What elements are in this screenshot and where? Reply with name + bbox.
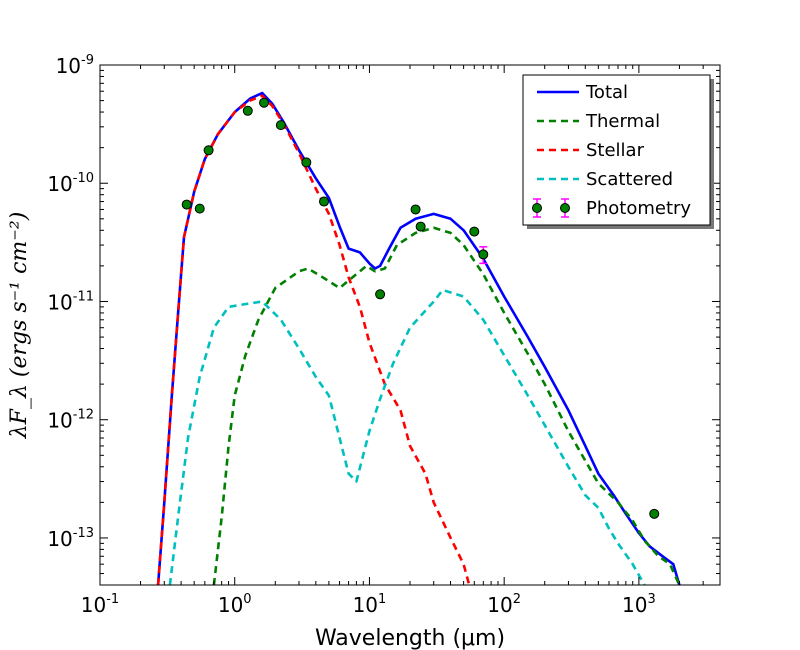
legend-label-stellar: Stellar — [586, 140, 645, 161]
photometry-point — [410, 204, 421, 215]
series-line-thermal — [212, 226, 681, 585]
x-tick-label: 100 — [218, 592, 252, 617]
legend-marker — [532, 203, 542, 213]
plot-area — [156, 91, 681, 585]
legend-label-scattered: Scattered — [586, 169, 673, 190]
photometry-point — [478, 249, 489, 260]
legend-label-photometry: Photometry — [586, 198, 691, 219]
y-tick-label: 10-12 — [47, 408, 94, 433]
legend: Total Thermal Stellar Scattered Photometry — [522, 74, 714, 229]
photometry-point — [469, 226, 480, 237]
x-tick-label: 103 — [622, 592, 656, 617]
photometry-point — [259, 97, 270, 108]
photometry-point — [181, 199, 192, 210]
photometry-point — [301, 157, 312, 168]
series-line-stellar — [156, 94, 471, 585]
photometry-point — [649, 508, 660, 519]
legend-marker — [560, 203, 570, 213]
x-tick-label: 10-1 — [81, 592, 119, 617]
legend-label-total: Total — [585, 82, 628, 103]
photometry-point — [242, 105, 253, 116]
axes: 10-1 100 101 102 103 10-13 10-12 10-11 10-10 10-9 — [47, 53, 721, 617]
x-tick-label: 101 — [353, 592, 387, 617]
y-axis-label: λF_λ (ergs s⁻¹ cm⁻²) — [7, 212, 32, 440]
photometry-point — [375, 289, 386, 300]
x-axis-label: Wavelength (μm) — [315, 626, 505, 650]
series-line-scattered — [168, 288, 646, 585]
photometry-point — [194, 203, 205, 214]
y-tick-label: 10-11 — [47, 289, 94, 314]
x-tick-label: 102 — [487, 592, 521, 617]
y-tick-label: 10-10 — [47, 171, 94, 196]
photometry-point — [203, 145, 214, 156]
photometry-point — [319, 196, 330, 207]
photometry-point — [415, 221, 426, 232]
y-tick-label: 10-9 — [56, 53, 94, 78]
series-line-total — [156, 91, 681, 585]
legend-label-thermal: Thermal — [585, 111, 660, 132]
y-tick-label: 10-13 — [47, 526, 94, 551]
photometry-point — [275, 120, 286, 131]
